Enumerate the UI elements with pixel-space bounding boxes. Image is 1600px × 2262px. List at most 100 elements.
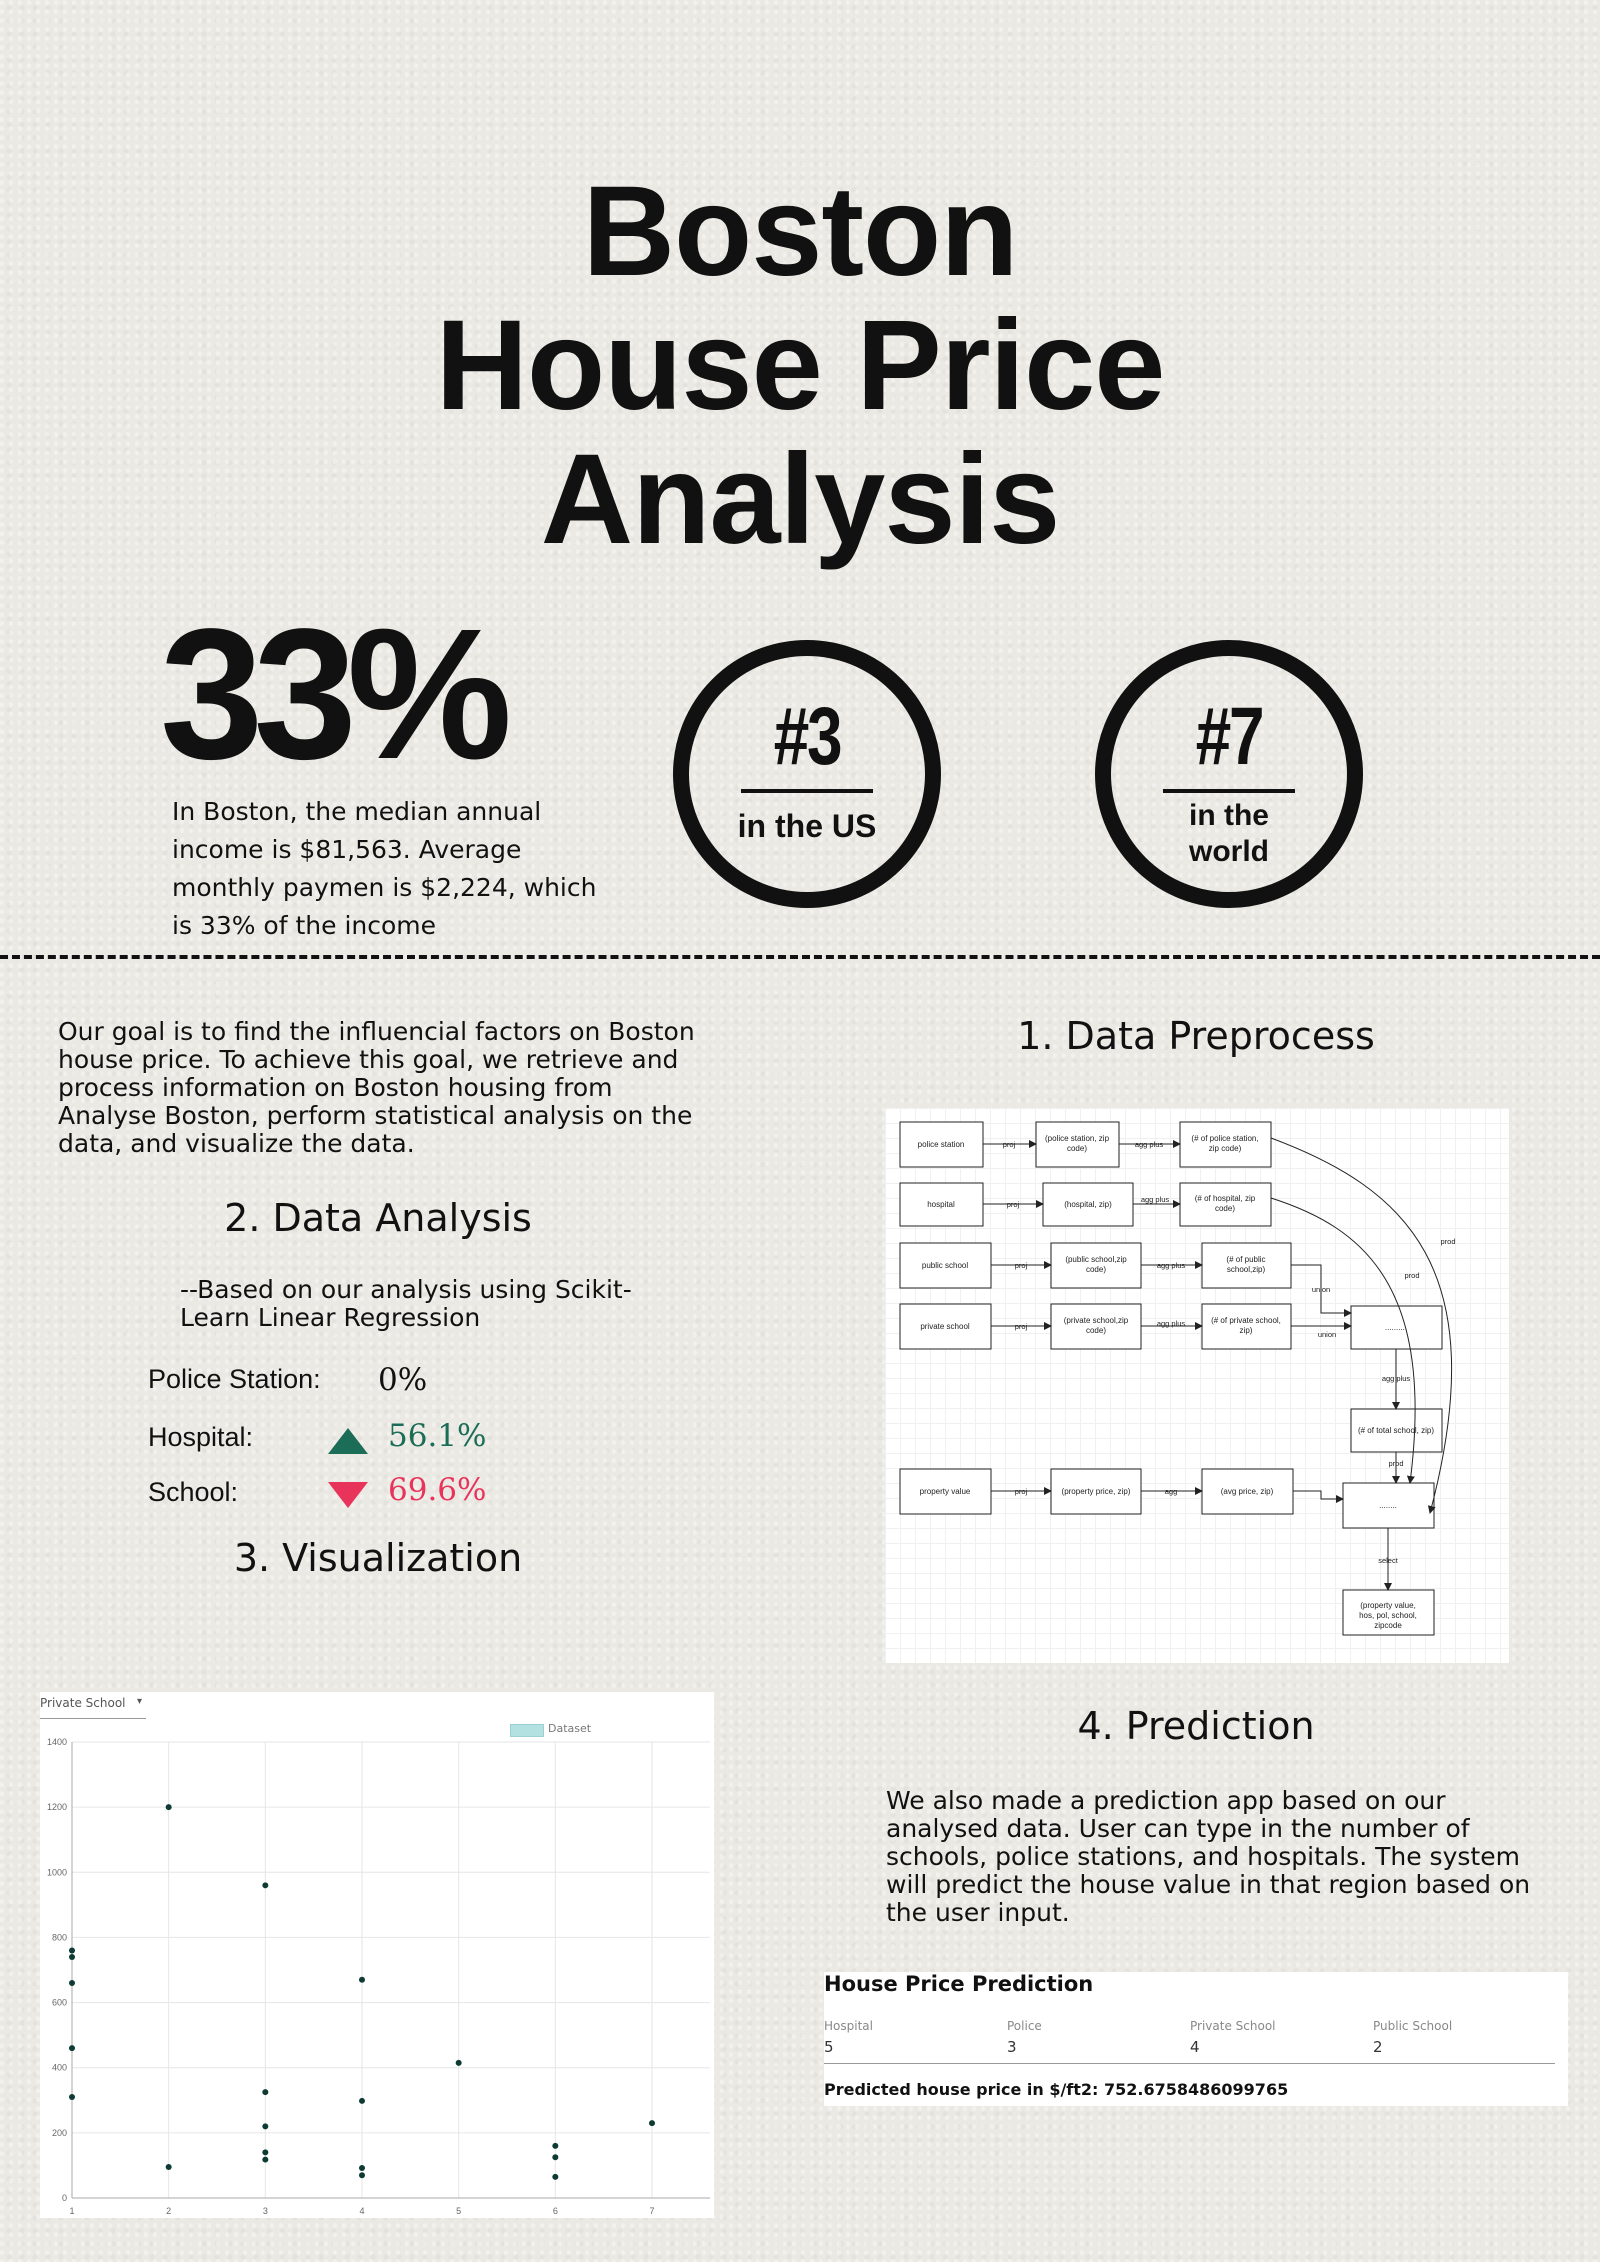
scatter-plot: 0 200 400 600 800 1000 1200 1400 1 2 3 4 5 6 7 <box>47 1737 710 2216</box>
svg-text:code): code) <box>1086 1265 1106 1274</box>
hospital-factor-value: 56.1% <box>388 1418 487 1454</box>
svg-text:hos, pol, school,: hos, pol, school, <box>1359 1611 1417 1620</box>
us-rank-label: in the US <box>737 808 877 844</box>
world-rank-label-1: in the <box>1189 799 1269 832</box>
node-avg-price: (avg price, zip) <box>1221 1487 1274 1496</box>
hospital-input[interactable]: 5 <box>824 2038 834 2056</box>
data-point <box>649 2120 655 2127</box>
node-hospital-zip: (hospital, zip) <box>1064 1200 1112 1209</box>
svg-text:proj: proj <box>1015 1322 1028 1331</box>
police-input[interactable]: 3 <box>1007 2038 1017 2056</box>
data-point <box>552 2142 559 2149</box>
x-tick-label: 1 <box>69 2206 74 2216</box>
page-title: Boston House Price Analysis <box>0 165 1600 567</box>
data-point <box>69 2094 75 2101</box>
data-point <box>69 1947 75 1954</box>
y-tick-label: 0 <box>62 2193 67 2203</box>
data-point <box>552 2173 559 2180</box>
public-school-input[interactable]: 2 <box>1373 2038 1383 2056</box>
badge-rule <box>1163 789 1295 793</box>
svg-text:(# of hospital, zip: (# of hospital, zip <box>1195 1194 1256 1203</box>
increase-arrow-icon <box>328 1428 368 1454</box>
node-private-school: private school <box>920 1322 970 1331</box>
y-tick-label: 1000 <box>47 1867 67 1877</box>
x-tick-label: 7 <box>649 2206 654 2216</box>
data-point <box>165 2164 172 2171</box>
svg-text:proj: proj <box>1015 1261 1028 1270</box>
svg-text:prod: prod <box>1404 1271 1419 1280</box>
x-tick-label: 6 <box>553 2206 558 2216</box>
node-union: .......... <box>1385 1323 1407 1332</box>
dropdown-selected-value: Private School <box>40 1696 126 1710</box>
us-rank-badge: #3 in the US <box>673 640 941 908</box>
chevron-down-icon: ▾ <box>136 1696 142 1707</box>
police-factor-label: Police Station: <box>148 1364 321 1394</box>
data-point <box>359 2165 365 2172</box>
svg-text:(public school,zip: (public school,zip <box>1065 1255 1127 1264</box>
node-property-zip: (property price, zip) <box>1062 1487 1131 1496</box>
input-underline <box>824 2063 1555 2064</box>
svg-text:proj: proj <box>1007 1200 1020 1209</box>
data-point <box>262 2123 269 2130</box>
data-point <box>359 2097 365 2104</box>
school-factor-label: School: <box>148 1477 239 1507</box>
prediction-app-title: House Price Prediction <box>824 1972 1094 1996</box>
svg-text:(private school,zip: (private school,zip <box>1064 1316 1129 1325</box>
svg-text:code): code) <box>1067 1144 1087 1153</box>
data-point <box>262 1882 269 1889</box>
data-point <box>552 2154 559 2161</box>
node-total-school: (# of total school, zip) <box>1358 1426 1434 1435</box>
node-hospital: hospital <box>927 1200 955 1209</box>
data-point <box>69 1953 75 1960</box>
data-point <box>165 1804 172 1811</box>
svg-text:(# of police station,: (# of police station, <box>1191 1134 1258 1143</box>
node-public-school: public school <box>922 1261 968 1270</box>
visualization-heading: 3. Visualization <box>233 1536 523 1580</box>
data-point <box>69 2045 75 2052</box>
y-tick-label: 600 <box>52 1998 67 2008</box>
x-tick-label: 2 <box>166 2206 171 2216</box>
legend-label: Dataset <box>548 1722 592 1735</box>
svg-text:proj: proj <box>1015 1487 1028 1496</box>
node-join: ........ <box>1379 1501 1397 1510</box>
svg-text:prod: prod <box>1388 1459 1403 1468</box>
school-type-dropdown[interactable]: Private School ▾ <box>40 1696 146 1719</box>
node-property-value: property value <box>920 1487 971 1496</box>
title-line-3: Analysis <box>540 428 1061 571</box>
private-school-input[interactable]: 4 <box>1190 2038 1200 2056</box>
y-tick-label: 400 <box>52 2063 67 2073</box>
y-tick-label: 800 <box>52 1932 67 1942</box>
data-analysis-heading: 2. Data Analysis <box>224 1196 532 1240</box>
x-tick-label: 3 <box>263 2206 268 2216</box>
svg-text:zip code): zip code) <box>1209 1144 1242 1153</box>
data-point <box>262 2149 269 2156</box>
y-tick-label: 1200 <box>47 1802 67 1812</box>
hospital-factor-label: Hospital: <box>148 1422 254 1452</box>
decrease-arrow-icon <box>328 1482 368 1508</box>
prediction-result: Predicted house price in $/ft2: 752.6758… <box>824 2080 1289 2099</box>
svg-text:agg plus: agg plus <box>1141 1195 1170 1204</box>
percent-stat: 33% <box>160 591 512 798</box>
svg-text:proj: proj <box>1003 1140 1016 1149</box>
income-text: In Boston, the median annual income is $… <box>172 797 597 940</box>
data-point <box>359 1976 365 1983</box>
svg-text:(property value,: (property value, <box>1360 1601 1416 1610</box>
svg-text:(# of private school,: (# of private school, <box>1211 1316 1281 1325</box>
svg-text:code): code) <box>1215 1204 1235 1213</box>
data-point <box>262 2089 269 2096</box>
svg-text:agg: agg <box>1165 1487 1178 1496</box>
scatter-chart-panel: Private School ▾ Dataset 0 200 400 600 800 10… <box>40 1692 714 2218</box>
svg-text:union: union <box>1318 1330 1336 1339</box>
world-rank-badge: #7 in the world <box>1095 640 1363 908</box>
svg-text:agg plus: agg plus <box>1157 1261 1186 1270</box>
preprocess-flow-diagram: police station (police station, zip code… <box>885 1108 1509 1663</box>
prediction-description: We also made a prediction app based on o… <box>886 1786 1531 1927</box>
x-tick-label: 4 <box>359 2206 364 2216</box>
analysis-method-text: --Based on our analysis using Scikit-Lea… <box>180 1275 632 1332</box>
data-point <box>359 2172 365 2179</box>
prediction-app: House Price Prediction Hospital 5 Police… <box>824 1972 1568 2106</box>
police-field-label: Police <box>1007 2019 1042 2033</box>
public-school-field-label: Public School <box>1373 2019 1453 2033</box>
section-divider <box>0 955 1600 959</box>
svg-text:agg plus: agg plus <box>1382 1374 1411 1383</box>
